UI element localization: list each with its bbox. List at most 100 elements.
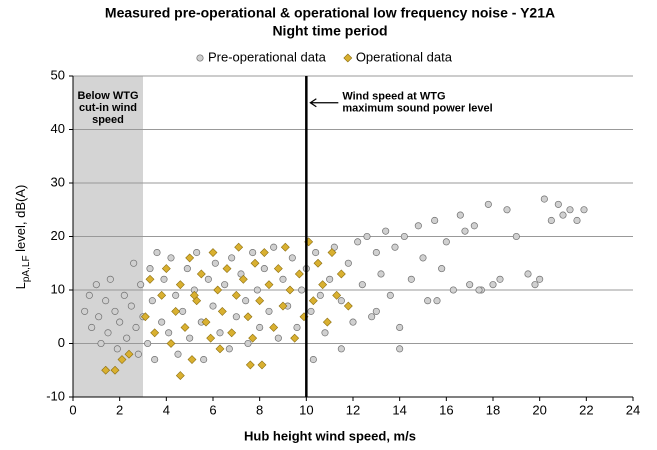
data-point [512, 232, 520, 241]
data-point [358, 281, 366, 289]
data-point [130, 259, 138, 267]
data-point [259, 248, 269, 257]
data-point [189, 290, 199, 300]
data-point [242, 297, 250, 305]
x-tick-label: 16 [439, 402, 453, 417]
data-point [288, 254, 296, 262]
data-point [234, 242, 244, 252]
data-point [580, 206, 588, 214]
data-point [106, 275, 114, 283]
data-point [160, 275, 168, 283]
data-point [274, 334, 282, 342]
data-point [382, 227, 390, 235]
data-point [213, 285, 223, 295]
data-point [264, 280, 274, 290]
x-tick-label: 8 [256, 402, 263, 417]
data-point [140, 312, 150, 322]
data-point [290, 333, 300, 343]
data-point [449, 286, 457, 294]
data-point [92, 281, 100, 289]
data-point [221, 281, 229, 289]
data-point [256, 323, 264, 332]
data-point [438, 265, 446, 273]
data-point [260, 265, 268, 273]
annotation-text: maximum sound power level [342, 103, 492, 115]
data-point [524, 270, 532, 278]
data-point [321, 329, 329, 337]
x-tick-label: 10 [299, 402, 313, 417]
data-point [85, 291, 93, 299]
data-point [322, 317, 332, 327]
x-axis-label: Hub height wind speed, m/s [244, 428, 416, 443]
data-point [309, 355, 317, 364]
data-point [228, 254, 236, 262]
data-point [489, 281, 497, 289]
data-point [279, 275, 287, 283]
data-point [180, 323, 190, 332]
data-point [270, 243, 278, 251]
data-point [201, 317, 211, 327]
data-point [265, 307, 273, 315]
data-point [470, 222, 478, 230]
x-tick-label: 4 [163, 402, 170, 417]
data-point [179, 307, 187, 315]
y-tick-label: 50 [51, 67, 65, 82]
data-point [566, 206, 574, 214]
legend-marker [196, 54, 204, 62]
x-tick-label: 12 [346, 402, 360, 417]
data-point [496, 275, 504, 283]
data-point [111, 307, 119, 315]
data-point [166, 339, 176, 348]
data-point [307, 307, 315, 315]
data-point [391, 243, 399, 251]
data-point [414, 222, 422, 230]
data-point [400, 232, 408, 241]
data-point [249, 249, 257, 257]
data-point [248, 333, 258, 343]
data-point [313, 258, 323, 268]
data-point [157, 290, 167, 300]
data-point [363, 232, 371, 241]
data-point [171, 306, 181, 316]
data-point [245, 360, 255, 370]
y-tick-label: 30 [51, 174, 65, 189]
data-point [253, 286, 261, 294]
data-point [227, 328, 237, 338]
data-point [161, 264, 171, 274]
data-point [222, 264, 232, 274]
data-point [123, 334, 131, 342]
data-point [312, 249, 320, 257]
data-point [372, 307, 380, 315]
legend-label: Operational data [356, 49, 453, 64]
data-point [101, 365, 111, 375]
data-point [211, 259, 219, 267]
data-point [209, 302, 217, 310]
data-point [540, 195, 548, 203]
data-point [456, 211, 464, 219]
data-point [332, 290, 342, 300]
data-point [81, 307, 89, 315]
data-point [206, 333, 216, 343]
data-point [377, 270, 385, 278]
data-point [407, 275, 415, 283]
y-tick-label: 0 [58, 335, 65, 350]
data-point [148, 297, 156, 305]
y-tick-label: 20 [51, 228, 65, 243]
data-point [466, 281, 474, 289]
data-point [442, 238, 450, 246]
data-point [337, 345, 345, 353]
data-point [431, 216, 439, 225]
data-point [280, 242, 290, 252]
data-point [146, 265, 154, 273]
data-point [144, 339, 152, 348]
x-tick-label: 20 [532, 402, 546, 417]
data-point [116, 318, 124, 326]
annotation-text: Wind speed at WTG [342, 91, 445, 103]
x-tick-label: 18 [486, 402, 500, 417]
data-point [484, 200, 492, 208]
y-tick-label: -10 [46, 388, 65, 403]
legend-marker [343, 53, 353, 63]
data-point [503, 206, 511, 214]
data-point [244, 339, 252, 348]
x-tick-label: 22 [579, 402, 593, 417]
